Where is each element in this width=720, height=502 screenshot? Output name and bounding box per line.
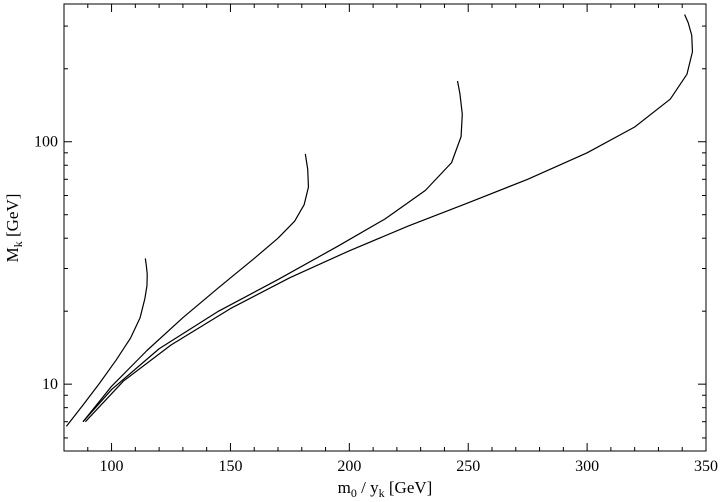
y-axis-label: Mk [GeV] (3, 194, 25, 263)
y-tick-label: 100 (34, 134, 58, 151)
series-group (65, 14, 694, 427)
x-tick-label: 300 (575, 458, 599, 475)
series-line-4 (84, 14, 694, 423)
x-axis-label: m0 / yk [GeV] (338, 478, 433, 500)
series-line-3 (82, 80, 463, 423)
x-tick-label: 100 (100, 458, 124, 475)
series-line-1 (65, 258, 148, 427)
x-tick-label: 200 (337, 458, 361, 475)
x-tick-label: 250 (456, 458, 480, 475)
x-axis-ticks: 100 150 200 250 300 350 (63, 4, 718, 475)
series-line-2 (82, 153, 310, 423)
x-tick-label: 350 (694, 458, 718, 475)
plot-frame (63, 3, 707, 452)
y-tick-label: 10 (42, 376, 58, 393)
x-tick-label: 150 (218, 458, 242, 475)
y-axis-ticks: 10 100 (34, 25, 706, 439)
